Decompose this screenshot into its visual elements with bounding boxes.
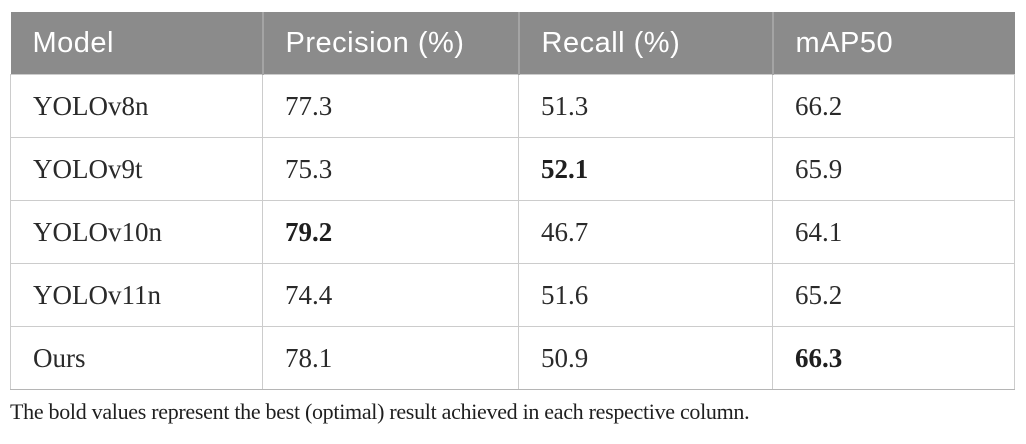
- model-name-cell: YOLOv11n: [10, 263, 263, 327]
- table-row: YOLOv8n 77.3 51.3 66.2: [10, 74, 1015, 138]
- column-header-precision: Precision (%): [261, 12, 519, 75]
- results-table: Model Precision (%) Recall (%) mAP50 YOL…: [10, 12, 1015, 390]
- metric-value-cell: 52.1: [518, 137, 773, 201]
- metric-value-cell: 64.1: [772, 200, 1015, 264]
- metric-value-cell: 51.6: [518, 263, 773, 327]
- model-name-cell: YOLOv10n: [10, 200, 263, 264]
- column-header-map50: mAP50: [771, 12, 1015, 75]
- metric-value-cell: 66.3: [772, 326, 1015, 390]
- column-header-model: Model: [10, 12, 263, 75]
- table-footnote: The bold values represent the best (opti…: [10, 399, 750, 424]
- table-row: YOLOv11n 74.4 51.6 65.2: [10, 263, 1015, 327]
- metric-value-cell: 65.9: [772, 137, 1015, 201]
- model-name-cell: Ours: [10, 326, 263, 390]
- model-name-cell: YOLOv9t: [10, 137, 263, 201]
- metric-value-cell: 65.2: [772, 263, 1015, 327]
- table-header: Model Precision (%) Recall (%) mAP50: [10, 12, 1015, 75]
- metric-value-cell: 74.4: [262, 263, 519, 327]
- metric-value-cell: 75.3: [262, 137, 519, 201]
- model-name-cell: YOLOv8n: [10, 74, 263, 138]
- column-header-recall: Recall (%): [517, 12, 773, 75]
- metric-value-cell: 78.1: [262, 326, 519, 390]
- table-body: YOLOv8n 77.3 51.3 66.2 YOLOv9t 75.3 52.1 65.9 YO…: [10, 74, 1015, 390]
- table-row: Ours 78.1 50.9 66.3: [10, 326, 1015, 390]
- metric-value-cell: 51.3: [518, 74, 773, 138]
- metric-value-cell: 66.2: [772, 74, 1015, 138]
- metric-value-cell: 46.7: [518, 200, 773, 264]
- metric-value-cell: 50.9: [518, 326, 773, 390]
- table-row: YOLOv10n 79.2 46.7 64.1: [10, 200, 1015, 264]
- metric-value-cell: 79.2: [262, 200, 519, 264]
- metric-value-cell: 77.3: [262, 74, 519, 138]
- table-row: YOLOv9t 75.3 52.1 65.9: [10, 137, 1015, 201]
